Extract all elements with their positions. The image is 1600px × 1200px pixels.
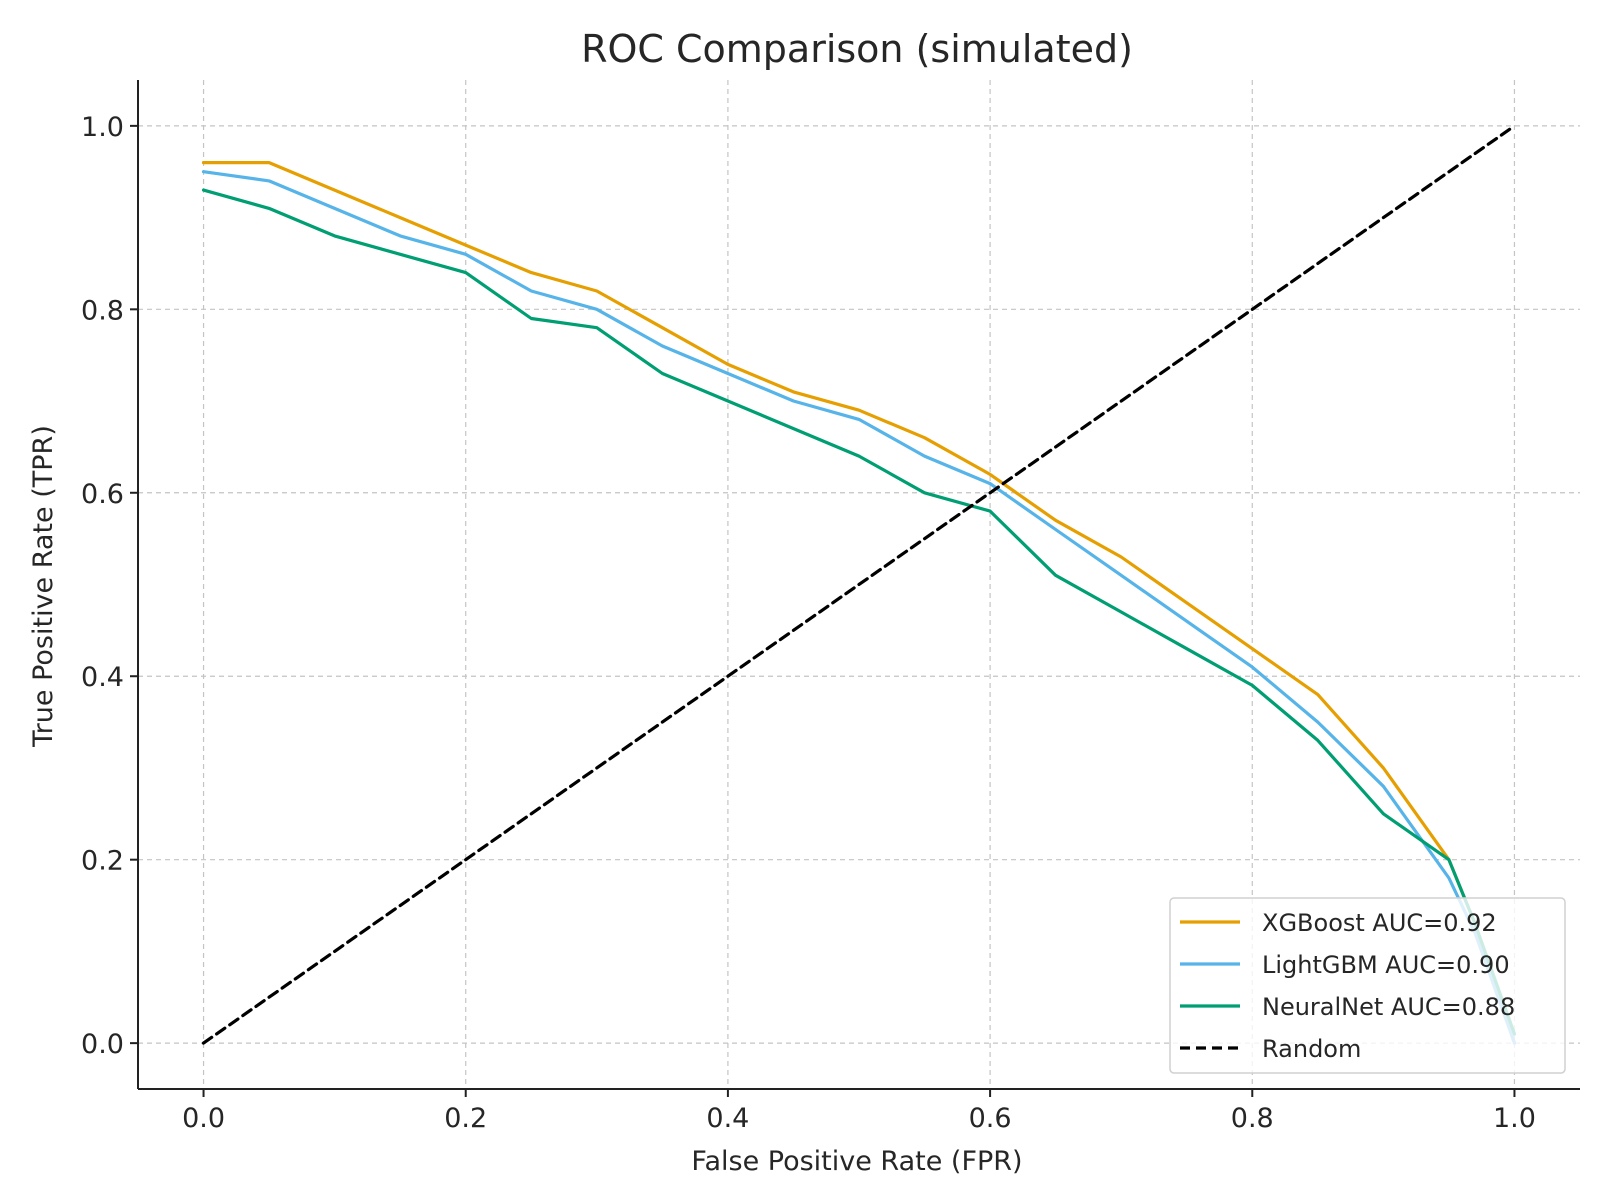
x-tick-label-4: 0.8	[1231, 1103, 1274, 1134]
x-tick-label-1: 0.2	[444, 1103, 487, 1134]
y-tick-label-2: 0.4	[81, 662, 124, 693]
y-tick-label-4: 0.8	[81, 295, 124, 326]
y-tick-label-3: 0.6	[81, 479, 124, 510]
legend-label-3: Random	[1262, 1035, 1361, 1063]
series-line-2	[201, 188, 1517, 1036]
legend-entries: XGBoost AUC=0.92 LightGBM AUC=0.90 NeuralN…	[1180, 909, 1515, 1063]
legend-label-0: XGBoost AUC=0.92	[1262, 909, 1497, 937]
x-tick-label-5: 1.0	[1493, 1103, 1536, 1134]
series-line-3	[201, 124, 1517, 1045]
chart-title: ROC Comparison (simulated)	[581, 27, 1133, 71]
series-line-0	[201, 161, 1517, 1045]
x-tick-label-0: 0.0	[182, 1103, 225, 1134]
x-tick-label-3: 0.6	[969, 1103, 1012, 1134]
series-line-1	[201, 170, 1517, 1045]
x-tick-label-2: 0.4	[706, 1103, 749, 1134]
y-tick-label-5: 1.0	[81, 112, 124, 143]
legend-label-2: NeuralNet AUC=0.88	[1262, 993, 1515, 1021]
series-lines	[201, 124, 1517, 1045]
legend-label-1: LightGBM AUC=0.90	[1262, 951, 1510, 979]
y-tick-label-1: 0.2	[81, 846, 124, 877]
x-axis-label: False Positive Rate (FPR)	[691, 1146, 1022, 1177]
legend: XGBoost AUC=0.92 LightGBM AUC=0.90 NeuralN…	[1169, 897, 1566, 1074]
legend-box	[1169, 897, 1566, 1074]
y-tick-label-0: 0.0	[81, 1029, 124, 1060]
axes: 0.0 0.2 0.4 0.6 0.8 1.0 0.0 0.2 0.4 0.6 0.8 1.0	[81, 80, 1580, 1134]
y-axis-label: True Positive Rate (TPR)	[28, 425, 59, 748]
